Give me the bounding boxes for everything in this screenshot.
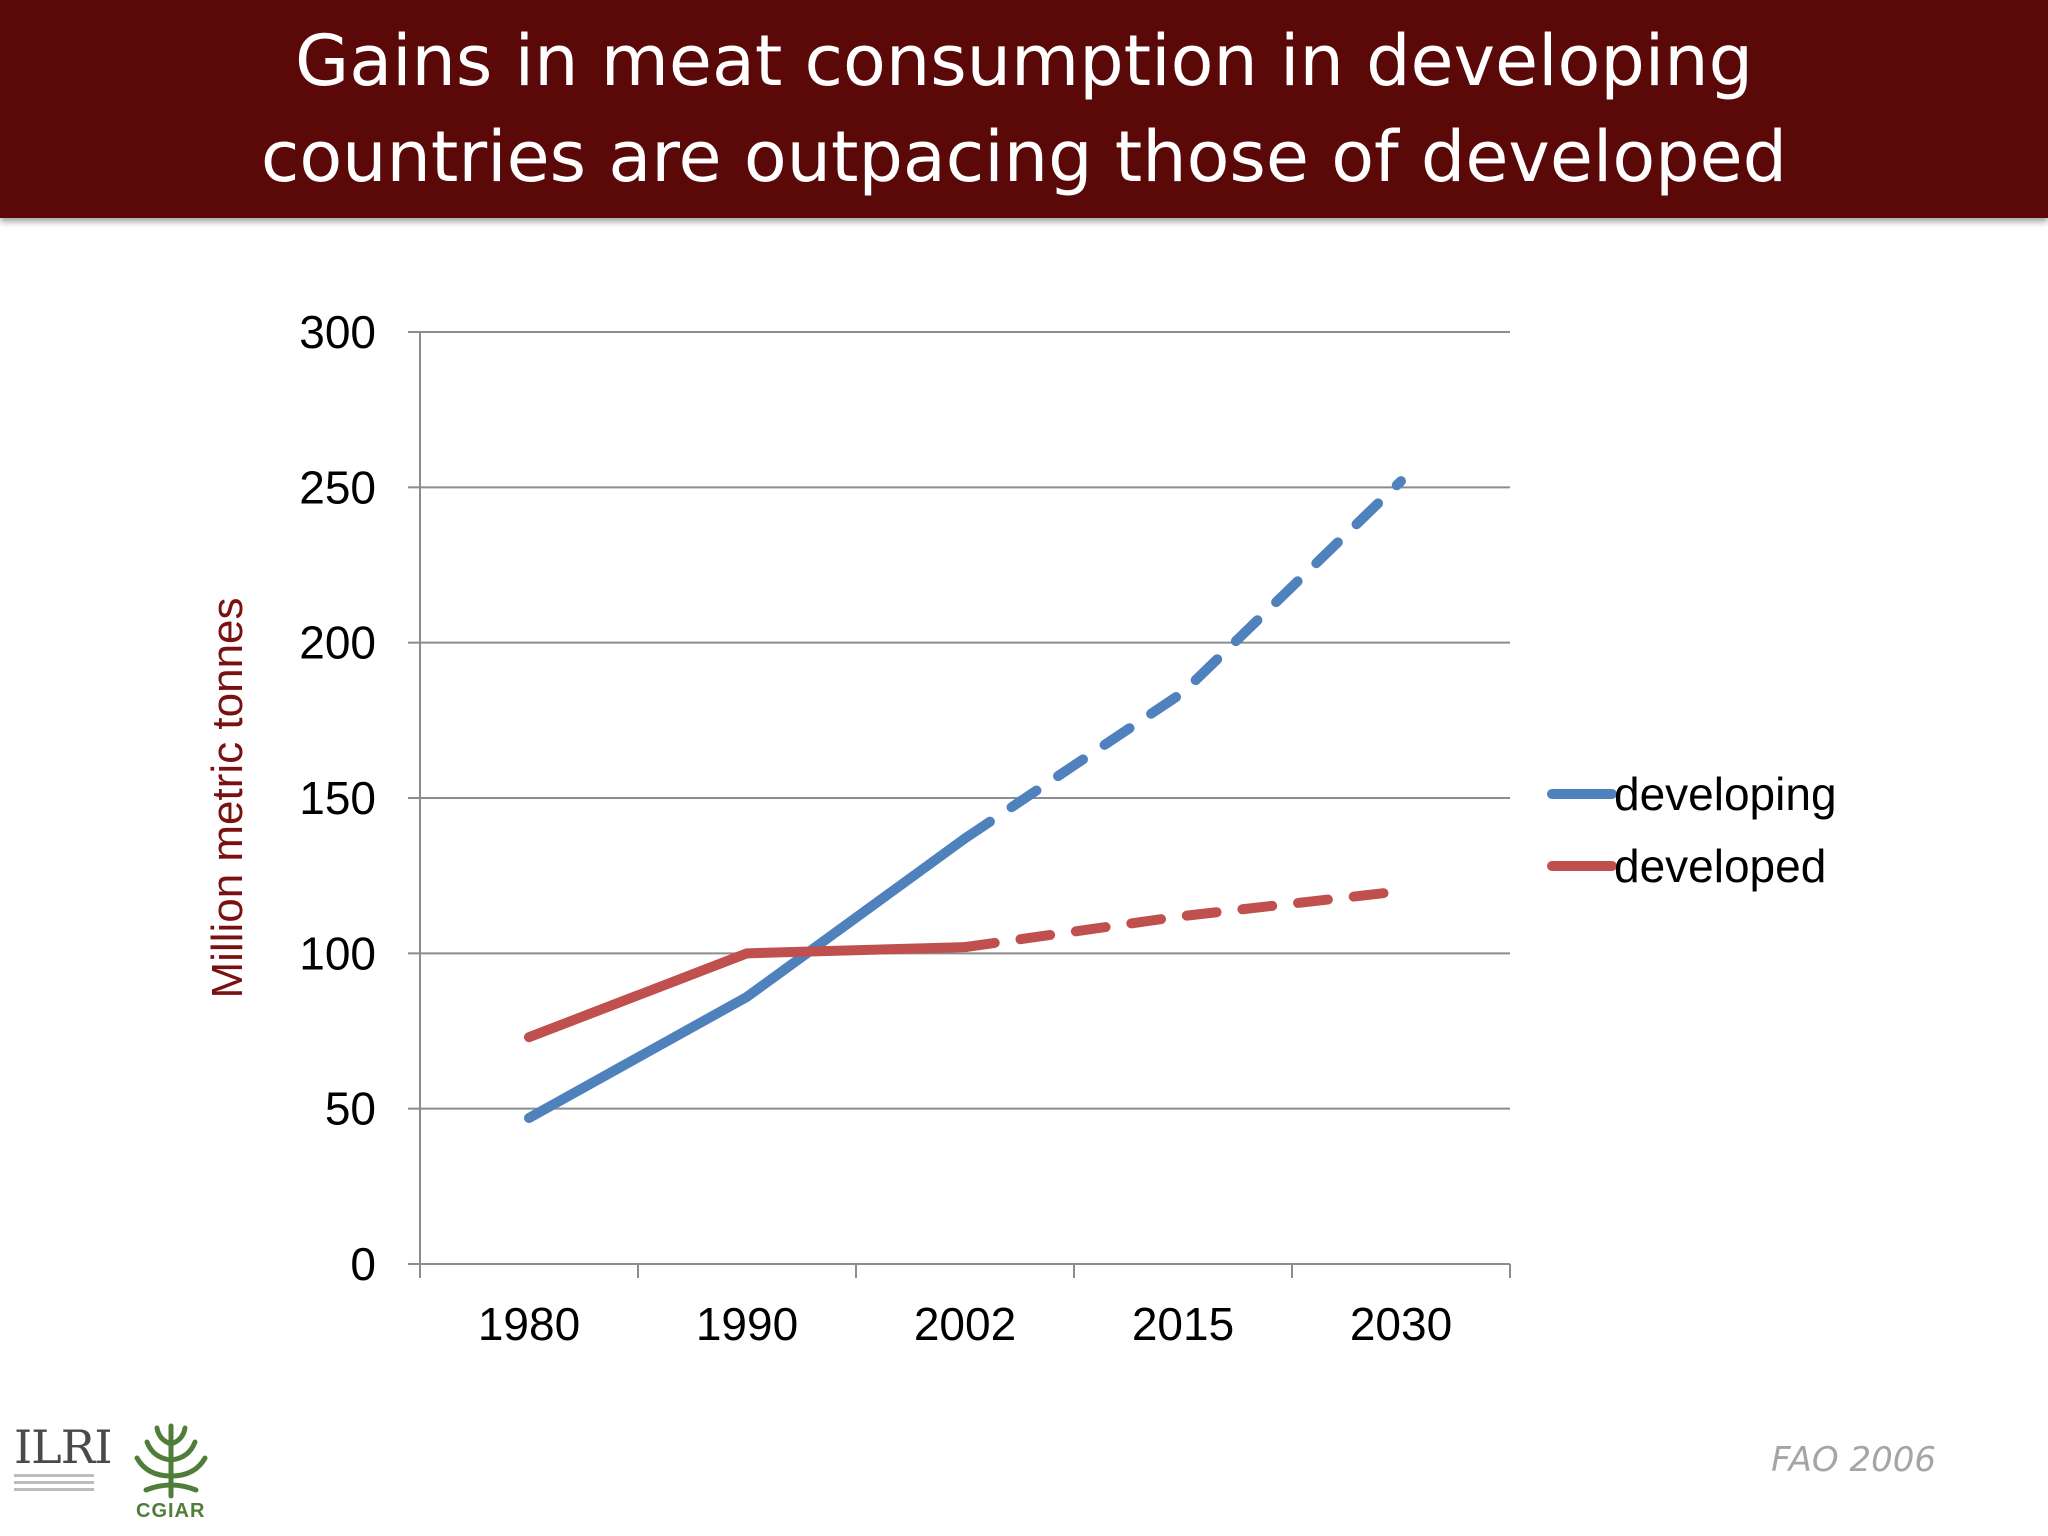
series-developed-line-actual (524, 942, 970, 1043)
series-developing-line-projected (960, 476, 1406, 844)
series-developed-line-projected (960, 886, 1406, 953)
y-tick-label: 0 (350, 1238, 376, 1290)
wheat-icon (134, 1423, 208, 1499)
series-developing-line-actual (524, 833, 970, 1123)
y-tick-label: 150 (299, 772, 376, 824)
legend-label-developed: developed (1614, 840, 1826, 892)
x-tick-label: 1990 (696, 1298, 798, 1350)
x-tick-label: 2030 (1350, 1298, 1452, 1350)
slide-title: Gains in meat consumption in developing … (74, 13, 1974, 205)
x-tick-label: 1980 (478, 1298, 580, 1350)
y-tick-label: 50 (325, 1083, 376, 1135)
cgiar-wordmark: CGIAR (136, 1500, 206, 1522)
ilri-subtitle-lines (14, 1474, 104, 1496)
y-tick-label: 300 (299, 306, 376, 358)
x-tick-label: 2002 (914, 1298, 1016, 1350)
x-tick-label: 2015 (1132, 1298, 1234, 1350)
ilri-logo: ILRI (14, 1420, 113, 1514)
slide-title-line-1: Gains in meat consumption in developing (294, 20, 1754, 102)
title-bar: Gains in meat consumption in developing … (0, 0, 2048, 218)
cgiar-logo: CGIAR (128, 1420, 214, 1524)
y-tick-label: 100 (299, 927, 376, 979)
ilri-wordmark: ILRI (14, 1420, 113, 1474)
y-axis-label: Million metric tonnes (203, 597, 252, 998)
source-citation: FAO 2006 (1771, 1440, 1936, 1480)
legend-label-developing: developing (1614, 768, 1837, 820)
y-tick-label: 250 (299, 461, 376, 513)
y-tick-label: 200 (299, 617, 376, 669)
slide-title-line-2: countries are outpacing those of develop… (260, 116, 1788, 198)
